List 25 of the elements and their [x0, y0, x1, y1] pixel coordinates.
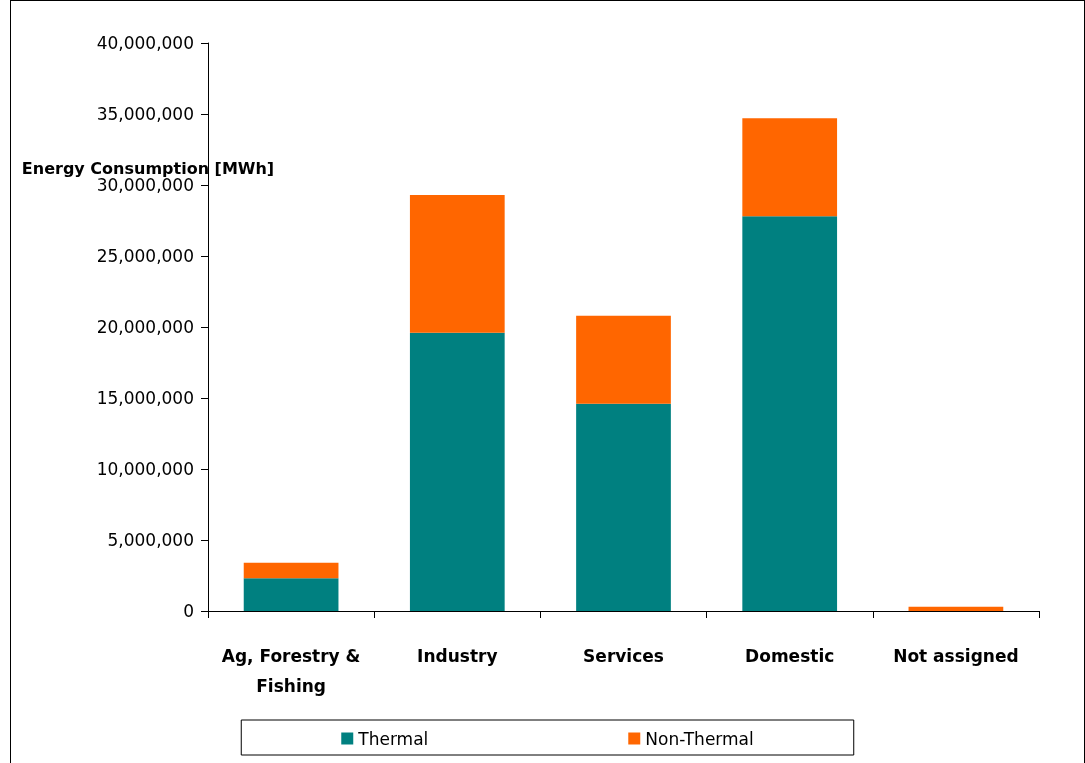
bar	[243, 578, 339, 611]
x-tick-label: Services	[583, 646, 664, 666]
bar	[409, 332, 505, 611]
bar	[576, 315, 671, 404]
bar	[409, 194, 505, 333]
bar	[243, 562, 339, 579]
bar	[576, 403, 671, 611]
legend-label: Thermal	[357, 728, 429, 749]
x-tick-label: Domestic	[745, 646, 835, 666]
y-tick-label: 35,000,000	[96, 104, 194, 124]
bar	[908, 606, 1004, 611]
legend-label: Non-Thermal	[645, 728, 754, 749]
y-tick-label: 25,000,000	[96, 246, 194, 266]
y-axis-title: Energy Consumption [MWh]	[21, 159, 275, 179]
x-tick-label: Industry	[417, 646, 498, 666]
y-tick-label: 40,000,000	[96, 33, 194, 53]
bar	[742, 216, 838, 611]
x-tick-label: Not assigned	[893, 646, 1019, 666]
y-tick-label: 20,000,000	[96, 317, 194, 337]
y-tick-label: 10,000,000	[96, 459, 194, 479]
y-tick-label: 15,000,000	[96, 388, 194, 408]
y-tick-label: 5,000,000	[107, 530, 194, 550]
y-tick-label: 0	[183, 601, 194, 621]
x-tick-label: Ag, Forestry & Fishing	[221, 646, 361, 696]
bar	[742, 118, 838, 217]
